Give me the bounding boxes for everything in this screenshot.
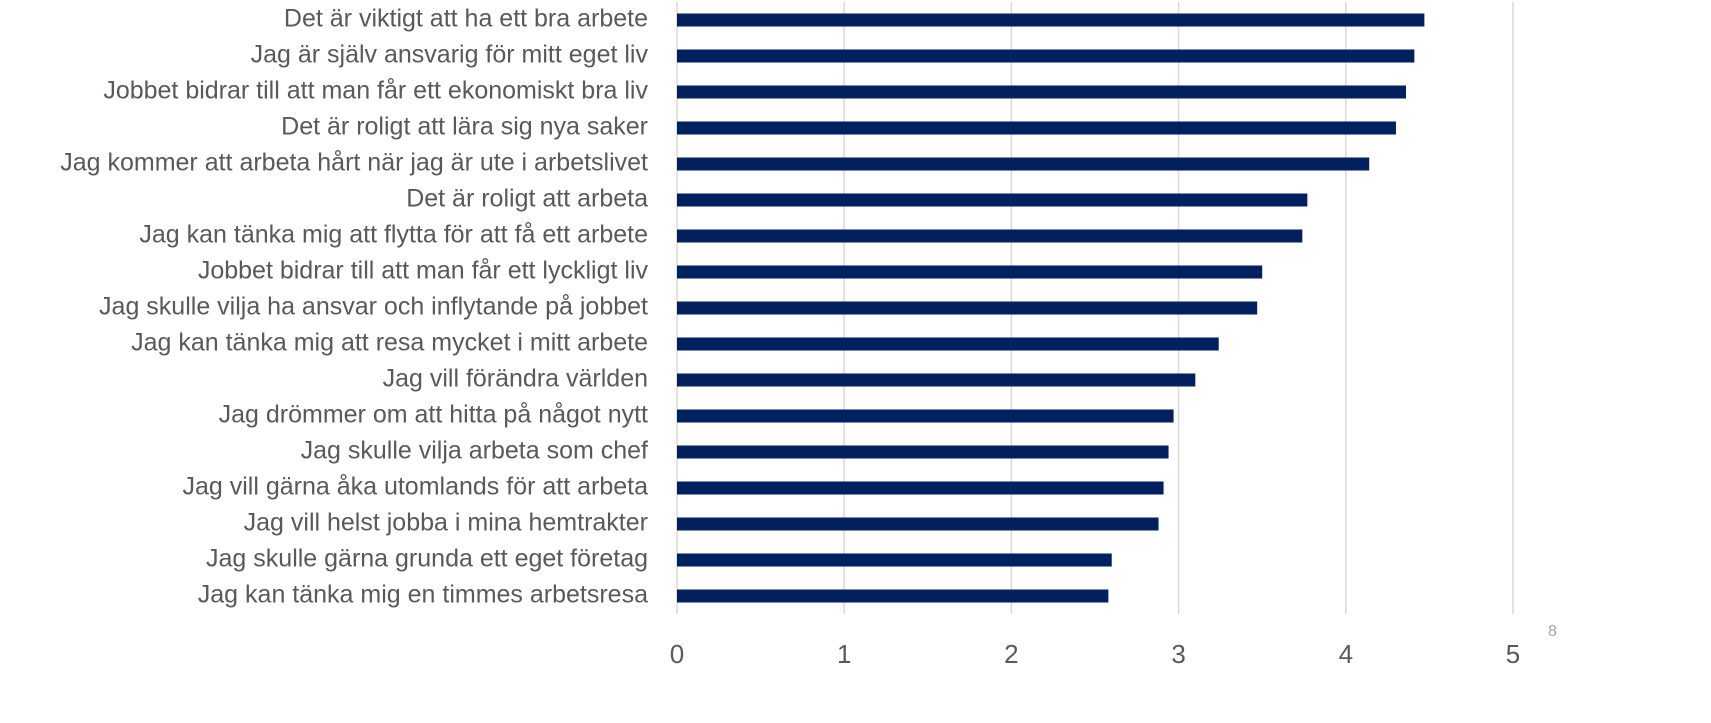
x-tick-label: 3 (1171, 639, 1185, 669)
bar (677, 157, 1370, 171)
y-tick-label: Jag skulle gärna grunda ett eget företag (206, 545, 648, 573)
bar (677, 337, 1219, 351)
y-tick-label: Jag kommer att arbeta hårt när jag är ut… (60, 149, 648, 177)
bar (677, 553, 1112, 567)
y-tick-label: Det är viktigt att ha ett bra arbete (284, 5, 648, 33)
y-tick-label: Jag drömmer om att hitta på något nytt (219, 401, 648, 429)
bar (677, 589, 1109, 603)
x-tick-label: 5 (1506, 639, 1520, 669)
bar (677, 301, 1258, 315)
y-tick-label: Jobbet bidrar till att man får ett ekono… (103, 77, 648, 105)
bar (677, 85, 1406, 99)
page-number: 8 (1548, 623, 1557, 640)
bar (677, 373, 1196, 387)
bar (677, 445, 1169, 459)
y-tick-label: Jobbet bidrar till att man får ett lyckl… (198, 257, 649, 285)
bar (677, 193, 1308, 207)
y-tick-label: Jag kan tänka mig att resa mycket i mitt… (131, 329, 648, 357)
bar (677, 517, 1159, 531)
y-tick-label: Jag vill förändra världen (383, 365, 648, 393)
bar (677, 481, 1164, 495)
y-tick-label: Jag skulle vilja ha ansvar och inflytand… (99, 293, 648, 321)
bar (677, 409, 1174, 423)
y-tick-label: Jag kan tänka mig att flytta för att få … (139, 221, 648, 249)
x-tick-label: 4 (1339, 639, 1353, 669)
y-tick-label: Det är roligt att lära sig nya saker (281, 113, 648, 141)
y-tick-label: Jag vill helst jobba i mina hemtrakter (244, 509, 648, 537)
x-tick-label: 2 (1004, 639, 1018, 669)
y-tick-label: Jag kan tänka mig en timmes arbetsresa (198, 581, 648, 609)
y-tick-label: Det är roligt att arbeta (406, 185, 648, 213)
bar (677, 229, 1303, 243)
y-tick-label: Jag vill gärna åka utomlands för att arb… (182, 473, 648, 501)
bar (677, 121, 1396, 135)
y-tick-label: Jag skulle vilja arbeta som chef (301, 437, 648, 465)
y-tick-label: Jag är själv ansvarig för mitt eget liv (251, 41, 649, 69)
x-tick-label: 0 (670, 639, 684, 669)
x-tick-label: 1 (837, 639, 851, 669)
bar (677, 49, 1415, 63)
bar (677, 13, 1425, 27)
bar (677, 265, 1263, 279)
